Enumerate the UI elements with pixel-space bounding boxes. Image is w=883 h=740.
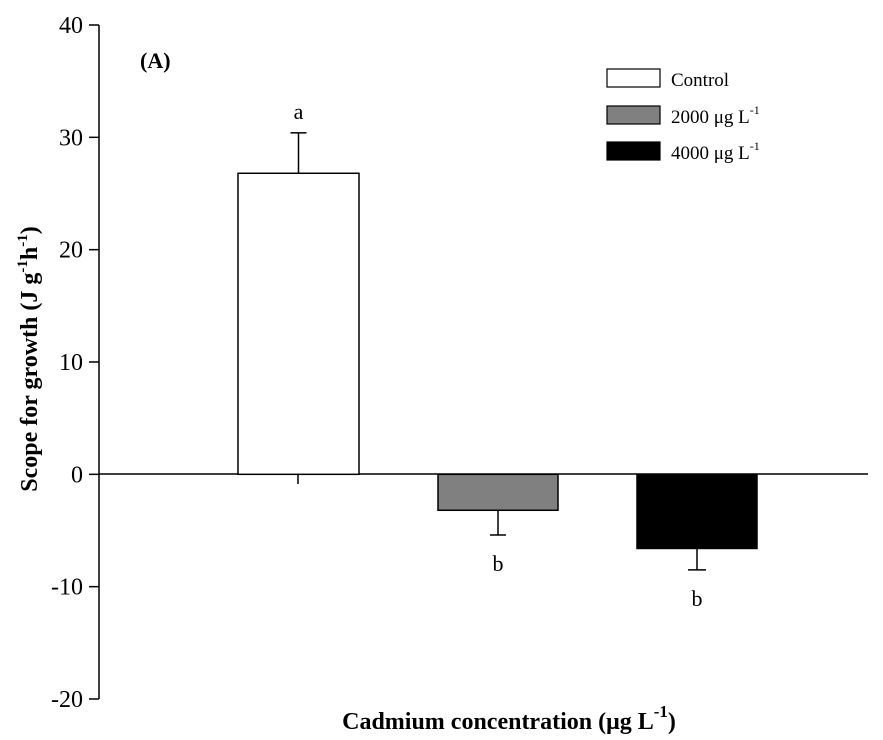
y-tick-label: -10 (51, 575, 83, 601)
y-tick-label: 30 (59, 125, 83, 151)
x-axis-label-end: ) (668, 709, 676, 735)
x-axis-label: Cadmium concentration (μg L-1) (342, 702, 676, 735)
legend-label-4000: 4000 μg L-1 (671, 139, 760, 164)
x-axis-label-sup: -1 (654, 702, 668, 721)
legend-label-control: Control (671, 70, 729, 91)
legend: Control 2000 μg L-1 4000 μg L-1 (606, 68, 760, 164)
significance-label-1: b (493, 551, 504, 576)
significance-label-0: a (294, 99, 304, 124)
y-axis-label: Scope for growth (J g-1h-1) (15, 226, 43, 491)
y-axis-label-end: ) (17, 226, 43, 234)
bars-group: a b b (237, 99, 758, 611)
significance-label-2: b (692, 586, 703, 611)
bar-2 (636, 473, 758, 550)
legend-label-4000-sup: -1 (750, 139, 760, 153)
y-tick-label: 20 (59, 238, 83, 264)
y-axis-label-main: Scope for growth (J g (17, 273, 43, 492)
x-axis-label-main: Cadmium concentration (μg L (342, 709, 654, 735)
legend-swatch-control (606, 68, 661, 88)
bar-1 (437, 473, 559, 512)
y-axis-label-sup2: -1 (15, 234, 31, 247)
bar-0 (237, 172, 360, 476)
legend-label-2000-sup: -1 (750, 103, 760, 117)
panel-label: (A) (140, 48, 171, 73)
y-axis-label-mid: h (17, 247, 43, 260)
legend-label-4000-main: 4000 μg L (671, 143, 750, 164)
y-tick-label: 0 (71, 462, 83, 488)
y-ticks: -20 -10 0 10 20 30 40 (51, 13, 99, 713)
y-tick-label: 40 (59, 13, 83, 39)
legend-swatch-2000 (606, 105, 661, 125)
legend-label-2000: 2000 μg L-1 (671, 103, 760, 128)
y-axis-label-sup1: -1 (15, 260, 31, 273)
y-tick-label: 10 (59, 350, 83, 376)
y-tick-label: -20 (51, 687, 83, 713)
legend-swatch-4000 (606, 141, 661, 161)
legend-label-2000-main: 2000 μg L (671, 107, 750, 128)
